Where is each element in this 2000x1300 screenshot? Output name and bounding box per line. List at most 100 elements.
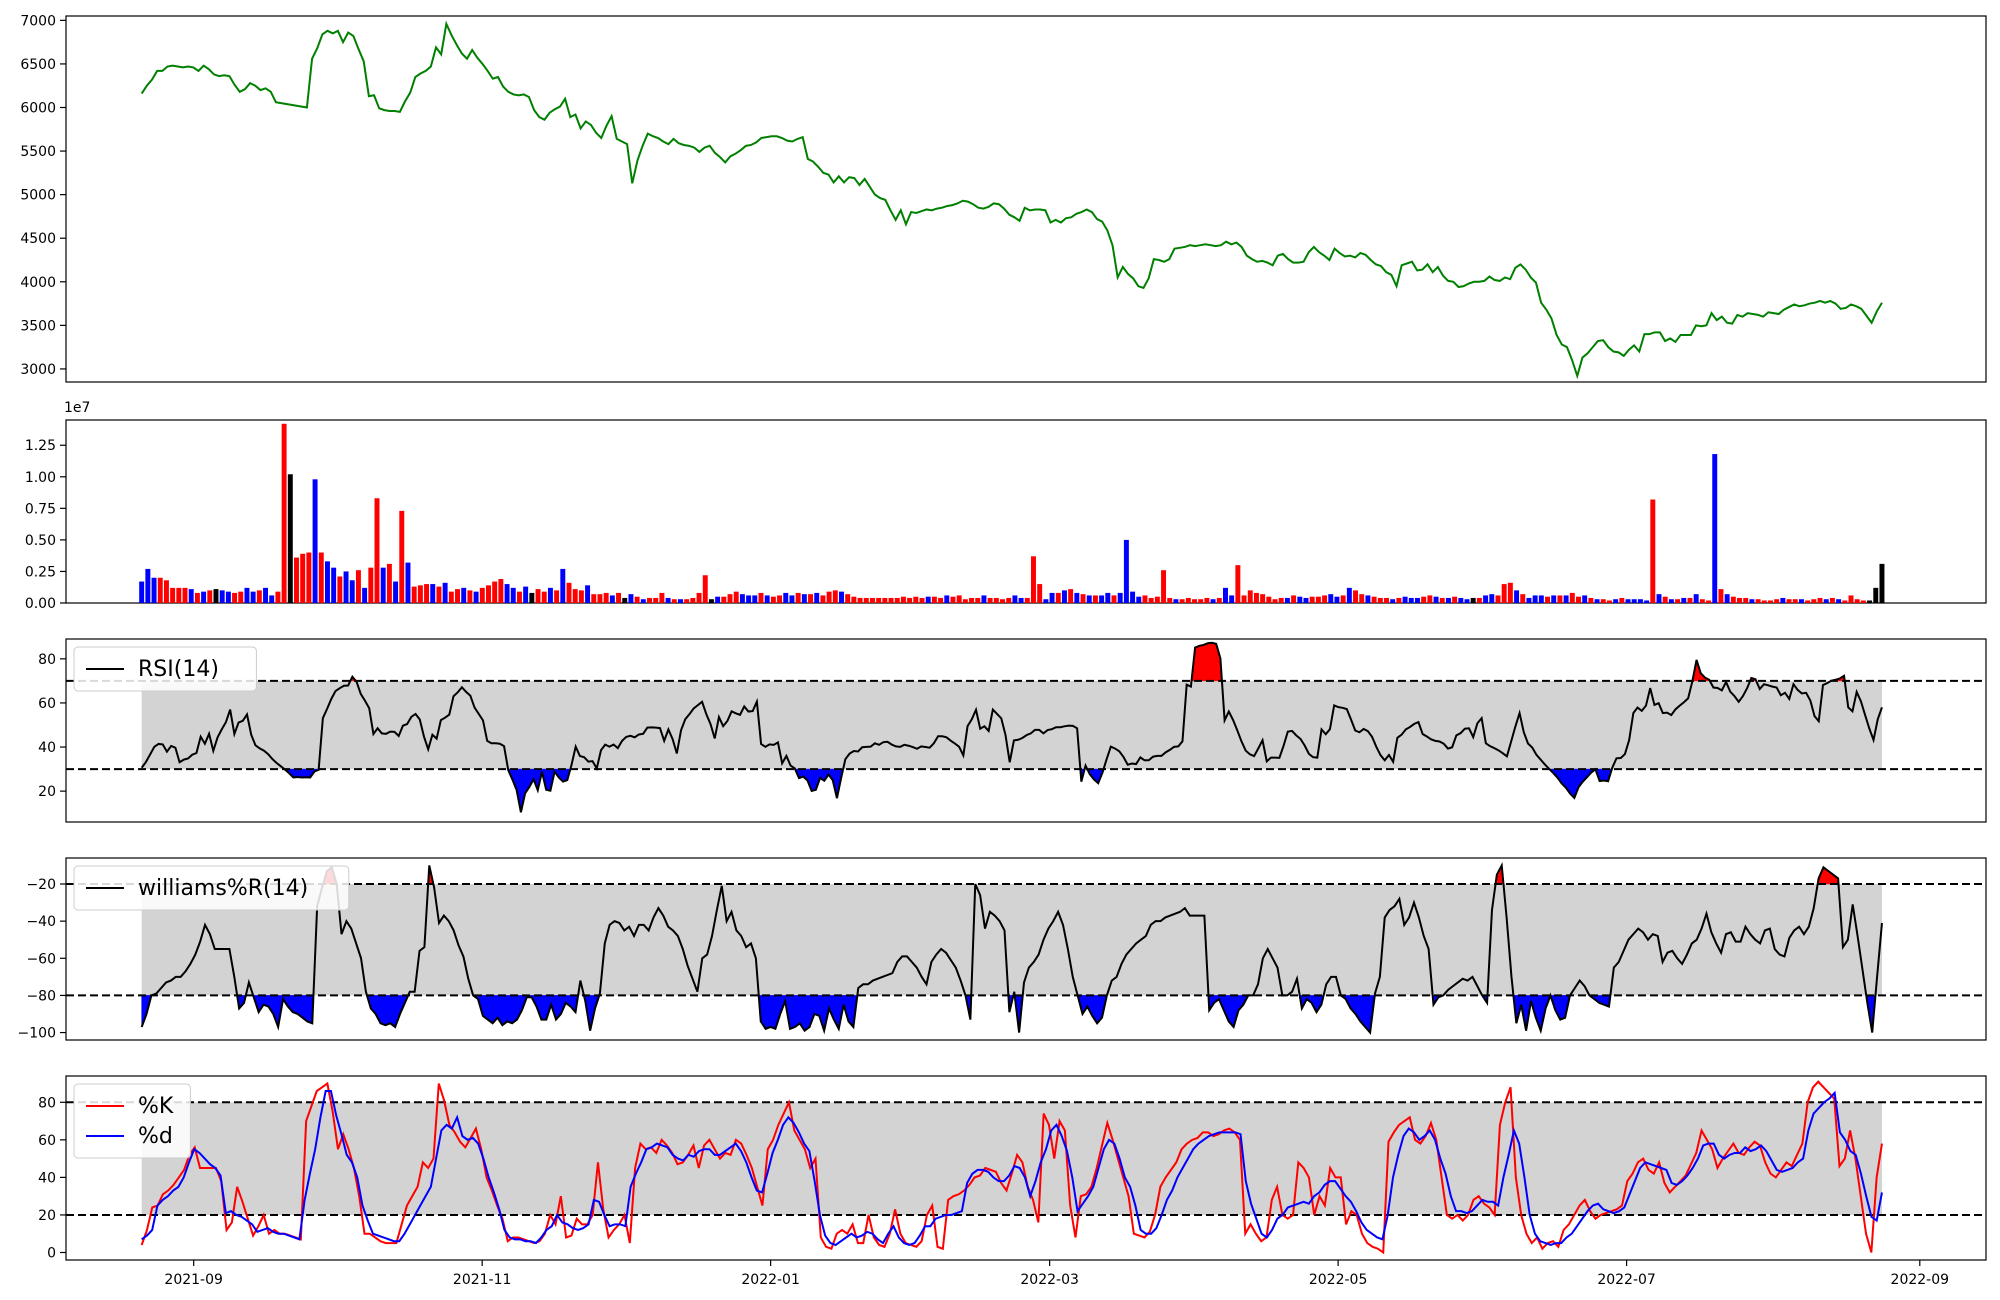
y-tick-label: 0.25	[25, 564, 56, 580]
volume-bar	[331, 567, 337, 603]
volume-bar	[263, 587, 269, 603]
volume-bar	[461, 587, 467, 603]
volume-bar	[1402, 596, 1408, 603]
volume-bar	[1737, 597, 1742, 603]
williams-line	[140, 861, 1883, 1035]
volume-bar	[337, 576, 343, 603]
volume-bar	[1198, 599, 1204, 603]
volume-bar	[349, 580, 355, 603]
volume-bar	[1514, 590, 1520, 603]
volume-bar	[1167, 597, 1173, 603]
y-tick-label: 7000	[20, 13, 56, 29]
volume-bar	[516, 591, 522, 603]
volume-bar	[1836, 599, 1842, 603]
volume-bar	[752, 595, 758, 603]
volume-bar	[1328, 594, 1334, 603]
volume-bar	[1253, 592, 1259, 603]
volume-bar	[1173, 599, 1179, 603]
volume-bar	[739, 594, 745, 603]
volume-bar	[194, 592, 200, 603]
y-tick-label: 20	[38, 784, 56, 800]
volume-bar	[1724, 594, 1730, 603]
volume-bar	[318, 552, 324, 603]
volume-bar	[1018, 597, 1024, 603]
volume-bar	[1359, 594, 1365, 603]
volume-bars	[139, 423, 1885, 603]
volume-bar	[1637, 599, 1643, 603]
volume-bar	[219, 590, 225, 603]
volume-bar	[380, 567, 386, 603]
volume-bar	[975, 597, 981, 603]
x-tick-label: 2022-09	[1891, 1272, 1950, 1288]
y-tick-label: 4000	[20, 275, 56, 291]
volume-bar	[170, 587, 176, 603]
volume-bar	[238, 591, 244, 603]
volume-bar	[1662, 596, 1668, 603]
volume-bar	[1681, 597, 1687, 603]
volume-bar	[1241, 595, 1247, 603]
volume-bar	[1495, 595, 1501, 603]
volume-bar	[653, 597, 659, 603]
x-axis: 2021-09 2021-11 2022-01 2022-03 2022-05 2022-…	[164, 1260, 1949, 1288]
y-tick-label: 60	[38, 696, 56, 712]
volume-bar	[993, 597, 999, 603]
volume-bar	[436, 586, 442, 603]
volume-bar	[789, 595, 795, 603]
volume-bar	[1576, 596, 1581, 603]
rsi-y-axis: 20 40 60 80	[38, 652, 66, 800]
volume-bar	[1811, 599, 1817, 603]
volume-bar	[188, 589, 194, 603]
volume-bar	[1712, 454, 1718, 603]
volume-bar	[1421, 596, 1427, 603]
volume-bar	[1049, 592, 1055, 603]
volume-bar	[1266, 596, 1272, 603]
volume-bar	[1061, 590, 1067, 603]
y-tick-label: 80	[38, 652, 56, 668]
volume-bar	[244, 587, 250, 603]
volume-bar	[1340, 595, 1346, 603]
volume-bar	[1216, 597, 1222, 603]
volume-bar	[925, 596, 931, 603]
volume-bar	[708, 599, 714, 603]
volume-scale-label: 1e7	[64, 400, 90, 416]
volume-bar	[721, 596, 727, 603]
volume-bar	[1142, 595, 1148, 603]
volume-bar	[201, 591, 207, 603]
volume-bar	[640, 599, 646, 603]
volume-bar	[1848, 595, 1854, 603]
volume-bar	[1185, 597, 1191, 603]
x-tick-label: 2021-09	[164, 1272, 223, 1288]
williams-band	[141, 884, 1882, 996]
volume-bar	[1427, 595, 1433, 603]
y-tick-label: 80	[38, 1095, 56, 1111]
volume-bar	[1055, 592, 1061, 603]
volume-bar	[498, 579, 504, 603]
volume-bar	[597, 594, 603, 603]
legend-label: RSI(14)	[138, 657, 219, 682]
williams-y-axis: −100 −80 −60 −40 −20	[18, 877, 66, 1042]
volume-bar	[1625, 599, 1631, 603]
volume-bar	[386, 563, 392, 603]
williams-panel-frame	[65, 857, 1987, 1041]
volume-bar	[163, 580, 169, 603]
volume-bar	[832, 590, 838, 603]
volume-bar	[1037, 584, 1043, 603]
price-line	[140, 20, 1883, 380]
volume-bar	[139, 581, 145, 603]
volume-bar	[1798, 599, 1804, 603]
volume-bar	[1532, 595, 1538, 603]
y-tick-label: −80	[26, 988, 56, 1004]
volume-bar	[1346, 587, 1352, 603]
volume-bar	[1464, 599, 1470, 603]
volume-bar	[826, 591, 832, 603]
volume-bar	[566, 582, 572, 603]
y-tick-label: −20	[26, 877, 56, 893]
volume-bar	[1092, 595, 1098, 603]
y-tick-label: −40	[26, 914, 56, 930]
volume-bar	[486, 585, 491, 603]
volume-bar	[1675, 599, 1681, 603]
volume-bar	[876, 597, 882, 603]
volume-bar	[1644, 600, 1650, 603]
y-tick-label: 0.50	[25, 533, 56, 549]
volume-bar	[1117, 592, 1123, 603]
